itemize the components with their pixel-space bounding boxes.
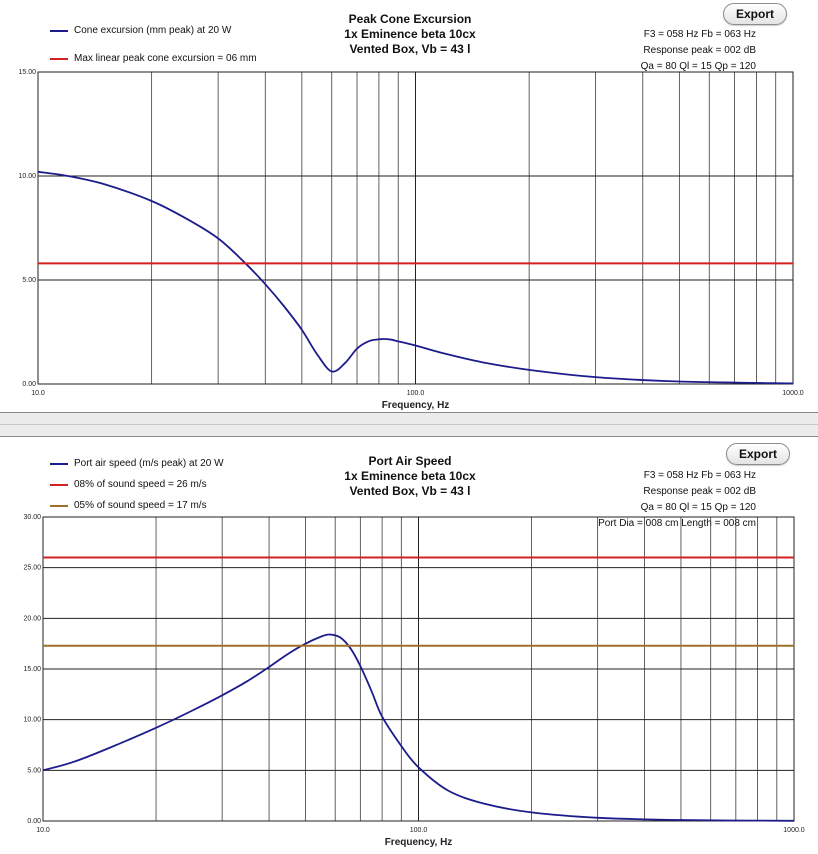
y-tick-label: 15.00 [23,666,41,673]
parameters-block: F3 = 058 Hz Fb = 063 Hz Response peak = … [641,27,756,75]
port-air-speed-panel: Port air speed (m/s peak) at 20 W 08% of… [0,437,818,854]
x-tick-label: 100.0 [410,827,428,834]
separator-line [0,424,818,425]
port-air-speed-chart: 0.00 5.00 10.00 15.00 20.00 25.00 30.00 10.0 100… [23,514,805,848]
y-tick-label: 0.00 [22,381,36,388]
y-tick-label: 30.00 [23,514,41,521]
chart-subtitle: 1x Eminence beta 10cx [344,27,476,41]
y-tick-label: 10.00 [23,717,41,724]
plot-frame [37,71,794,385]
legend-label: Cone excursion (mm peak) at 20 W [74,25,232,36]
parameters-line: F3 = 058 Hz Fb = 063 Hz [643,470,756,481]
legend-swatch [50,505,68,507]
parameters-line: Qa = 80 Ql = 15 Qp = 120 [640,61,756,72]
legend-swatch [50,484,68,486]
parameters-line: Qa = 80 Ql = 15 Qp = 120 [640,502,756,513]
x-tick-label: 1000.0 [783,827,805,834]
legend-label: Port air speed (m/s peak) at 20 W [74,458,224,469]
y-tick-label: 25.00 [23,565,41,572]
y-tick-label: 20.00 [23,615,41,622]
y-tick-label: 5.00 [22,277,36,284]
series-line [42,633,795,822]
parameters-line: F3 = 058 Hz Fb = 063 Hz [643,29,756,40]
plot-frame [42,516,795,822]
chart-title: Port Air Speed [368,454,452,468]
y-tick-label: 0.00 [27,818,41,825]
x-tick-label: 10.0 [31,390,45,397]
panel-separator[interactable] [0,412,818,437]
legend-swatch [50,30,68,32]
parameters-line: Response peak = 002 dB [643,486,756,497]
x-tick-label: 1000.0 [782,390,804,397]
x-tick-label: 10.0 [36,827,50,834]
series-line [37,170,794,385]
chart-subtitle: Vented Box, Vb = 43 l [349,42,471,56]
export-button[interactable]: Export [726,443,790,465]
legend-label: 05% of sound speed = 17 m/s [74,500,207,511]
x-tick-label: 100.0 [407,390,425,397]
chart-title-block: Peak Cone Excursion 1x Eminence beta 10c… [260,12,560,57]
legend-swatch [50,58,68,60]
chart-subtitle: 1x Eminence beta 10cx [344,469,476,483]
export-button[interactable]: Export [723,3,787,25]
y-tick-label: 10.00 [18,173,36,180]
legend-swatch [50,463,68,465]
legend-label: 08% of sound speed = 26 m/s [74,479,207,490]
parameters-line: Response peak = 002 dB [643,45,756,56]
chart-subtitle: Vented Box, Vb = 43 l [349,484,471,498]
chart-title: Peak Cone Excursion [348,12,472,26]
parameters-line: Port Dia = 008 cm Length = 008 cm [598,518,756,529]
parameters-block: F3 = 058 Hz Fb = 063 Hz Response peak = … [598,468,756,532]
chart-title-block: Port Air Speed 1x Eminence beta 10cx Ven… [260,454,560,499]
legend-label: Max linear peak cone excursion = 06 mm [74,53,257,64]
y-tick-label: 15.00 [18,69,36,76]
x-axis-label: Frequency, Hz [385,837,453,848]
x-axis-label: Frequency, Hz [382,400,450,411]
cone-excursion-panel: Cone excursion (mm peak) at 20 W Max lin… [0,0,818,412]
cone-excursion-chart: 0.00 5.00 10.00 15.00 10.0 100.0 1000.0 Frequen… [18,69,804,411]
y-tick-label: 5.00 [27,767,41,774]
